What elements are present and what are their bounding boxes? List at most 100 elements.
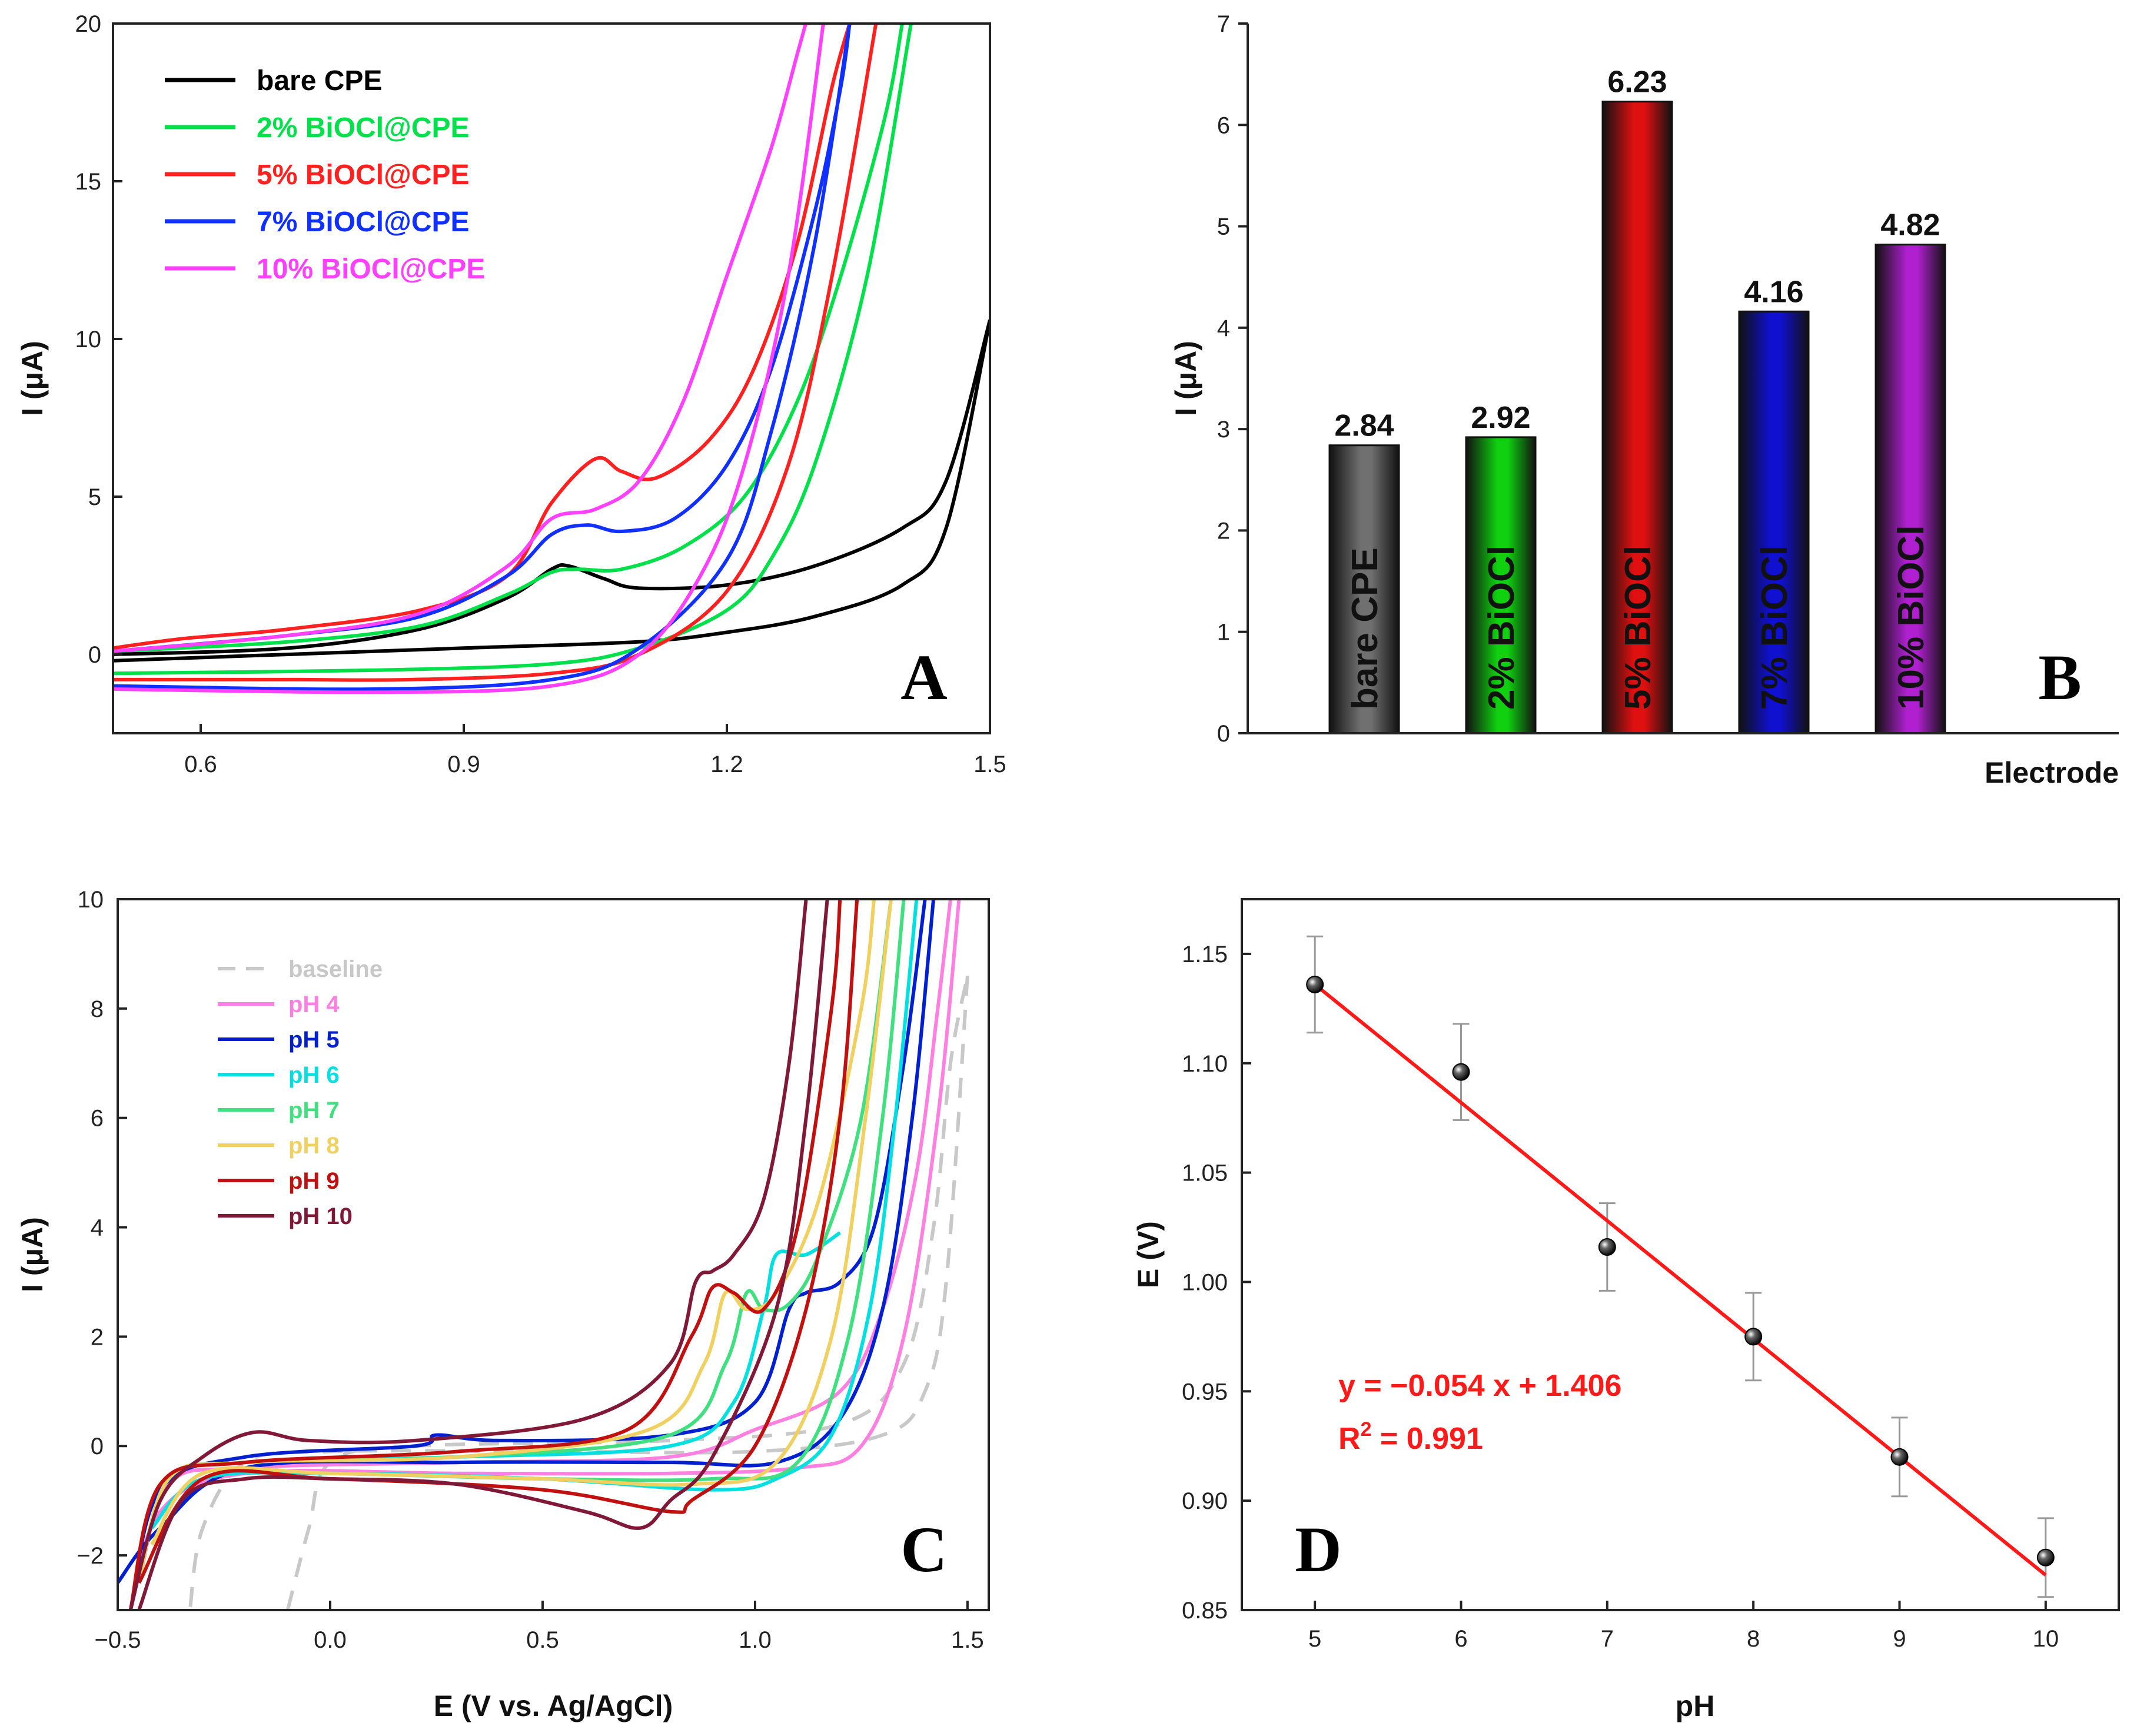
legend-label-a: 2% BiOCl@CPE	[257, 112, 470, 144]
bar-category-label: 7% BiOCl	[1754, 546, 1795, 710]
panel-c-ylabel: I (μA)	[16, 1217, 49, 1292]
y-tick-label-c: 8	[91, 996, 104, 1022]
panel-d-xlabel: pH	[1676, 1690, 1715, 1722]
bar-value-label: 4.16	[1744, 275, 1803, 309]
curve-c-ph-9-reverse	[137, 899, 859, 1584]
legend-label-a: 7% BiOCl@CPE	[257, 207, 470, 238]
x-tick-label-d: 9	[1893, 1626, 1906, 1652]
y-tick-label-d: 1.00	[1182, 1269, 1228, 1295]
curve-c-baseline-reverse	[188, 975, 969, 1610]
bar-value-label: 6.23	[1607, 65, 1667, 99]
bar-7-biocl	[1738, 310, 1810, 734]
y-tick-label-d: 0.85	[1182, 1598, 1228, 1624]
legend-label-c: pH 7	[288, 1098, 340, 1123]
panel-c-legend: baseline pH 4 pH 5 pH 6 pH 7 pH 8 pH 9 pH 10	[218, 956, 383, 1229]
panel-d-letter: D	[1295, 1514, 1341, 1585]
data-point	[1306, 975, 1324, 993]
panel-c-frame	[117, 898, 990, 1611]
curve-c-ph-5-forward	[128, 899, 927, 1610]
y-tick-label-b: 4	[1217, 315, 1230, 341]
panel-b-letter: B	[2038, 641, 2081, 713]
panel-b-chart: 2.84 bare CPE 2.92 2% BiOCl 6.23 5% BiOCl 4.16…	[1169, 11, 2119, 789]
curve-c-ph-10-reverse	[137, 899, 829, 1610]
panel-c-letter: C	[900, 1514, 947, 1585]
legend-label-a: bare CPE	[257, 65, 382, 97]
y-tick-label-a: 10	[75, 327, 102, 352]
y-tick-label-c: 4	[91, 1215, 104, 1241]
curve-a-10-biocl-cpe-forward	[113, 24, 807, 653]
y-tick-label-c: −2	[77, 1543, 104, 1569]
y-tick-label-c: 2	[91, 1324, 104, 1350]
x-tick-label-d: 6	[1454, 1626, 1467, 1652]
y-tick-label-d: 0.90	[1182, 1488, 1228, 1514]
y-tick-label-a: 20	[75, 11, 102, 37]
data-point	[1598, 1238, 1616, 1256]
curve-c-ph-6-forward	[137, 1231, 841, 1584]
curve-a-7-biocl-cpe-forward	[113, 24, 852, 653]
x-tick-label-d: 5	[1308, 1626, 1321, 1652]
y-tick-label-d: 1.15	[1182, 942, 1228, 967]
x-tick-label-c: 0.0	[314, 1627, 347, 1653]
curve-c-ph-8-reverse	[150, 899, 893, 1546]
curve-c-ph-9-forward	[128, 899, 842, 1610]
bar-value-label: 2.92	[1471, 401, 1530, 435]
y-tick-label-b: 5	[1217, 214, 1230, 240]
legend-label-a: 5% BiOCl@CPE	[257, 159, 470, 191]
fit-r-squared: R2 = 0.991	[1338, 1418, 1483, 1456]
bar-category-label: bare CPE	[1345, 547, 1385, 710]
y-tick-label-b: 3	[1217, 417, 1230, 443]
legend-label-c: pH 4	[288, 992, 340, 1017]
curve-a-bare-cpe-forward	[113, 320, 990, 656]
panel-b-ylabel: I (μA)	[1169, 341, 1202, 416]
y-tick-label-b: 1	[1217, 620, 1230, 646]
y-tick-label-b: 2	[1217, 518, 1230, 544]
y-tick-label-d: 1.05	[1182, 1160, 1228, 1186]
legend-label-a: 10% BiOCl@CPE	[257, 254, 485, 285]
bar-bare-cpe	[1328, 444, 1400, 734]
fit-line	[1314, 983, 2047, 1577]
y-tick-label-c: 10	[78, 887, 104, 913]
curve-c-ph-10-forward	[128, 899, 808, 1610]
data-point	[1452, 1063, 1470, 1081]
curve-a-5-biocl-cpe-reverse	[113, 24, 878, 682]
y-tick-label-a: 0	[88, 642, 101, 668]
panel-d-chart: 5 6 7 8 9 10 0.85 0.90 0.95 1.00 1.05 1.10 1.15 E (V…	[1132, 898, 2120, 1722]
curve-a-2-biocl-cpe-reverse	[113, 24, 913, 676]
legend-label-c: baseline	[288, 956, 383, 982]
curve-a-bare-cpe-reverse	[113, 320, 990, 663]
x-tick-label-c: 1.5	[951, 1627, 984, 1653]
y-tick-label-c: 6	[91, 1106, 104, 1132]
curve-c-baseline-forward	[285, 975, 969, 1610]
r2-value: = 0.991	[1371, 1422, 1483, 1456]
bar-2-biocl	[1465, 436, 1537, 734]
legend-label-c: pH 8	[288, 1133, 340, 1159]
panel-a-ylabel: I (μA)	[16, 341, 49, 416]
data-point	[1890, 1448, 1909, 1466]
legend-label-c: pH 9	[288, 1168, 340, 1194]
x-tick-label-a: 1.2	[710, 751, 743, 777]
panel-b-xlabel: Electrode	[1985, 756, 2119, 789]
bar-value-label: 2.84	[1334, 409, 1394, 443]
curve-a-7-biocl-cpe-reverse	[113, 24, 852, 691]
bar-10-biocl	[1875, 244, 1946, 734]
x-tick-label-c: 0.5	[526, 1627, 559, 1653]
x-tick-label-a: 0.6	[184, 751, 217, 777]
panel-a-frame	[112, 22, 991, 734]
bar-category-label: 5% BiOCl	[1618, 546, 1659, 710]
r2-prefix: R	[1338, 1422, 1361, 1456]
bar-category-label: 10% BiOCl	[1891, 525, 1932, 710]
y-tick-label-a: 5	[88, 484, 101, 510]
x-tick-label-c: 1.0	[739, 1627, 772, 1653]
x-tick-label-d: 7	[1601, 1626, 1614, 1652]
y-tick-label-a: 15	[75, 169, 102, 195]
data-point	[2036, 1548, 2055, 1567]
y-tick-label-c: 0	[91, 1434, 104, 1459]
legend-label-c: pH 5	[288, 1027, 340, 1053]
data-point	[1744, 1328, 1763, 1346]
legend-label-c: pH 6	[288, 1062, 340, 1088]
fit-equation: y = −0.054 x + 1.406	[1338, 1369, 1621, 1403]
curve-c-ph-7-forward	[137, 899, 893, 1584]
panel-d-ylabel: E (V)	[1132, 1221, 1165, 1288]
bar-value-label: 4.82	[1880, 208, 1940, 242]
